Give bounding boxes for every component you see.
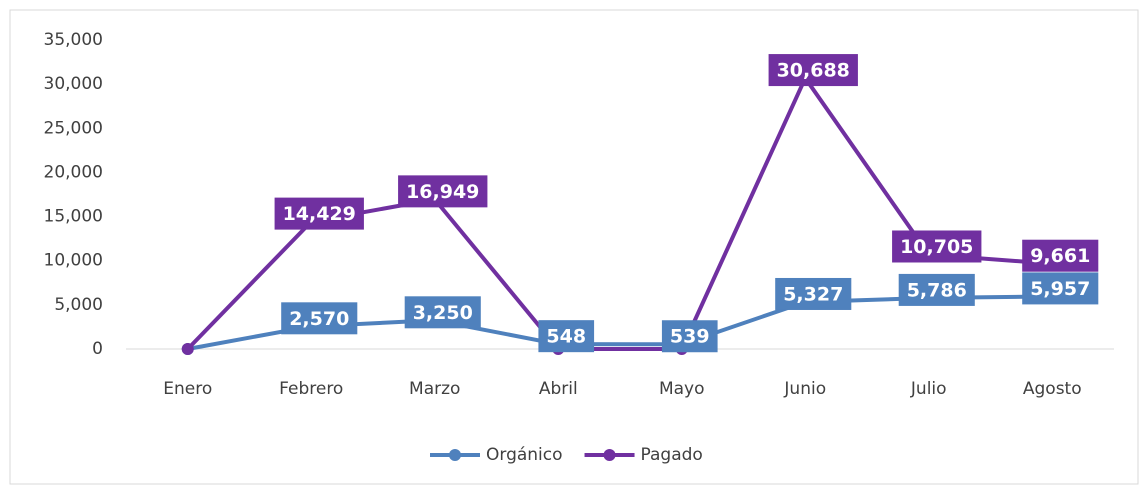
legend-label: Orgánico [486, 445, 563, 465]
y-tick-label: 20,000 [44, 162, 103, 182]
data-label: 539 [670, 326, 710, 348]
y-tick-label: 15,000 [44, 207, 103, 227]
point-marker [181, 343, 194, 355]
data-label-box [661, 320, 718, 353]
x-tick-label: Enero [163, 379, 212, 399]
data-label: 5,327 [783, 283, 843, 305]
y-tick-label: 35,000 [44, 30, 103, 50]
data-label-box [1022, 272, 1099, 305]
data-label: 9,661 [1030, 245, 1090, 267]
y-tick-label: 5,000 [54, 295, 103, 315]
y-tick-label: 30,000 [44, 74, 103, 94]
y-tick-label: 25,000 [44, 118, 103, 138]
data-label: 2,570 [289, 308, 349, 330]
x-tick-label: Agosto [1023, 379, 1082, 399]
legend-marker [603, 449, 616, 461]
data-label-box [1022, 239, 1099, 272]
data-label: 30,688 [777, 60, 850, 82]
x-tick-label: Mayo [659, 379, 705, 399]
chart-frame [9, 9, 1139, 485]
data-label: 16,949 [406, 181, 479, 203]
x-tick-label: Julio [910, 379, 947, 399]
data-label: 548 [546, 326, 586, 348]
x-tick-label: Abril [539, 379, 578, 399]
data-label-box [538, 320, 595, 353]
data-label-box [274, 197, 364, 230]
data-label-box [281, 302, 358, 335]
legend-marker [449, 449, 461, 461]
data-label-box [898, 273, 975, 306]
data-label: 5,786 [907, 279, 967, 301]
x-tick-label: Junio [783, 379, 826, 399]
data-label-box [398, 175, 488, 208]
y-tick-label: 10,000 [44, 251, 103, 271]
data-label-box [892, 230, 982, 263]
data-label: 3,250 [413, 302, 473, 324]
data-label-box [775, 277, 852, 310]
x-tick-label: Marzo [409, 379, 460, 399]
data-label: 5,957 [1030, 278, 1090, 300]
y-tick-label: 0 [92, 339, 103, 359]
data-label-box [768, 54, 858, 87]
legend-label: Pagado [641, 445, 703, 465]
data-label: 10,705 [900, 236, 973, 258]
data-label: 14,429 [283, 203, 356, 225]
x-tick-label: Febrero [279, 379, 343, 399]
data-label-box [404, 296, 481, 329]
